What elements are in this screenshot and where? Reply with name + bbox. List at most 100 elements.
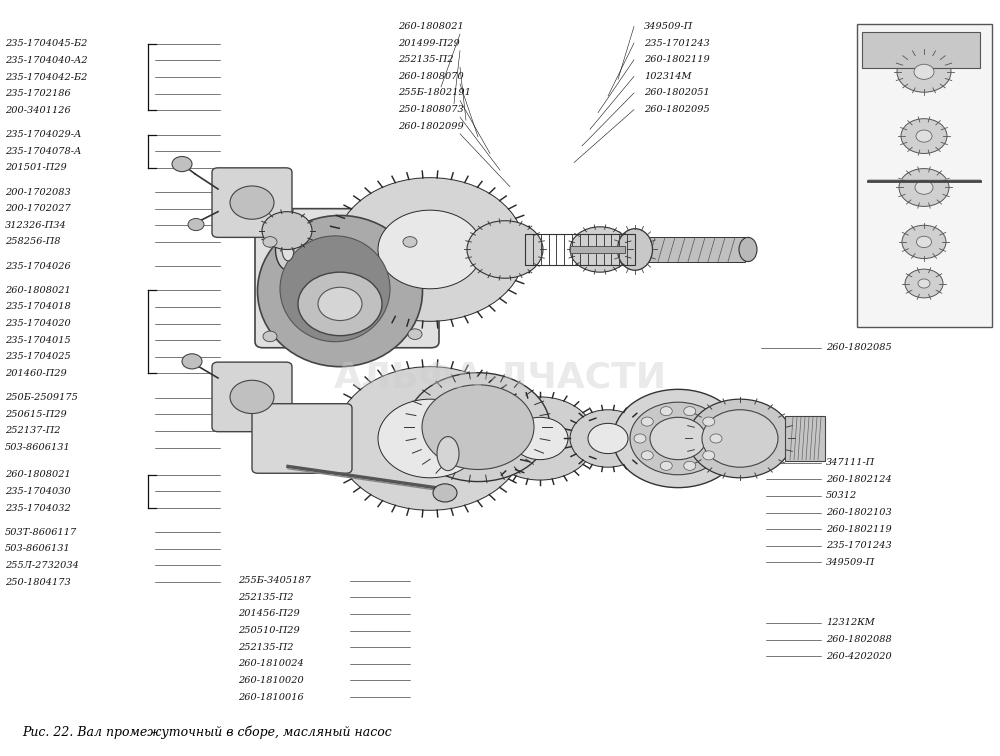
- Circle shape: [406, 373, 550, 482]
- Text: 235-1702186: 235-1702186: [5, 89, 71, 98]
- Circle shape: [660, 407, 672, 416]
- Text: 201499-П29: 201499-П29: [398, 39, 460, 48]
- Text: 252135-П2: 252135-П2: [238, 593, 294, 602]
- Circle shape: [172, 156, 192, 172]
- Circle shape: [378, 399, 482, 478]
- Ellipse shape: [258, 215, 422, 367]
- Circle shape: [916, 236, 932, 248]
- Text: АЛЬФА-ЛЧАСТИ: АЛЬФА-ЛЧАСТИ: [333, 361, 667, 395]
- FancyBboxPatch shape: [255, 209, 439, 348]
- Circle shape: [899, 169, 949, 206]
- Text: Рис. 22. Вал промежуточный в сборе, масляный насос: Рис. 22. Вал промежуточный в сборе, масл…: [22, 726, 392, 739]
- Text: 252135-П2: 252135-П2: [238, 643, 294, 652]
- Circle shape: [905, 269, 943, 298]
- Text: 201456-П29: 201456-П29: [238, 609, 300, 618]
- Text: 250-1808073: 250-1808073: [398, 105, 464, 114]
- Text: 260-1808021: 260-1808021: [5, 470, 71, 479]
- Circle shape: [433, 484, 457, 502]
- FancyBboxPatch shape: [785, 416, 825, 461]
- Circle shape: [703, 451, 715, 460]
- Text: 260-1802051: 260-1802051: [644, 88, 710, 98]
- Text: 252135-П2: 252135-П2: [398, 55, 454, 64]
- Circle shape: [298, 272, 382, 336]
- Text: 235-1704030: 235-1704030: [5, 487, 71, 496]
- Text: 260-1802088: 260-1802088: [826, 635, 892, 644]
- Circle shape: [703, 417, 715, 426]
- Text: 255Б-3405187: 255Б-3405187: [238, 576, 311, 585]
- Text: 260-1802095: 260-1802095: [644, 105, 710, 114]
- Ellipse shape: [618, 228, 652, 271]
- Circle shape: [650, 417, 706, 460]
- Text: 235-1704040-А2: 235-1704040-А2: [5, 56, 88, 65]
- FancyBboxPatch shape: [280, 428, 420, 449]
- Circle shape: [512, 417, 568, 460]
- Text: 235-1704018: 235-1704018: [5, 302, 71, 311]
- Text: 200-1702083: 200-1702083: [5, 187, 71, 197]
- FancyBboxPatch shape: [570, 246, 625, 253]
- Circle shape: [901, 119, 947, 153]
- Circle shape: [318, 287, 362, 321]
- FancyBboxPatch shape: [252, 404, 352, 473]
- Ellipse shape: [739, 237, 757, 262]
- Circle shape: [182, 354, 202, 369]
- Text: 503-8606131: 503-8606131: [5, 544, 71, 553]
- Text: 503Т-8606117: 503Т-8606117: [5, 528, 77, 537]
- Text: 235-1704078-А: 235-1704078-А: [5, 147, 81, 156]
- Circle shape: [408, 329, 422, 339]
- Circle shape: [613, 389, 743, 488]
- Circle shape: [403, 237, 417, 247]
- Circle shape: [335, 178, 525, 321]
- Text: 260-1810020: 260-1810020: [238, 676, 304, 685]
- Circle shape: [641, 417, 653, 426]
- Circle shape: [485, 397, 595, 480]
- Text: 235-1704045-Б2: 235-1704045-Б2: [5, 39, 87, 48]
- FancyBboxPatch shape: [857, 24, 992, 327]
- Circle shape: [641, 451, 653, 460]
- Circle shape: [660, 461, 672, 470]
- Ellipse shape: [282, 238, 294, 261]
- Text: 235-1704029-А: 235-1704029-А: [5, 130, 81, 139]
- Text: 235-1704042-Б2: 235-1704042-Б2: [5, 73, 87, 82]
- Ellipse shape: [280, 236, 390, 342]
- Text: 250510-П29: 250510-П29: [238, 626, 300, 635]
- Text: 260-4202020: 260-4202020: [826, 652, 892, 661]
- Circle shape: [630, 402, 726, 475]
- FancyBboxPatch shape: [212, 362, 292, 432]
- Circle shape: [570, 227, 630, 272]
- Circle shape: [188, 218, 204, 231]
- Circle shape: [335, 367, 525, 510]
- Text: 201501-П29: 201501-П29: [5, 163, 67, 172]
- Circle shape: [378, 210, 482, 289]
- FancyBboxPatch shape: [862, 32, 980, 68]
- Text: 260-1808070: 260-1808070: [398, 72, 464, 81]
- Text: 235-1701243: 235-1701243: [826, 541, 892, 550]
- Text: 255Б-1802191: 255Б-1802191: [398, 88, 471, 98]
- Circle shape: [230, 186, 274, 219]
- Text: 235-1701243: 235-1701243: [644, 39, 710, 48]
- FancyBboxPatch shape: [212, 168, 292, 237]
- Circle shape: [588, 423, 628, 454]
- Circle shape: [684, 407, 696, 416]
- Text: 258256-П8: 258256-П8: [5, 237, 60, 246]
- Text: 255Л-2732034: 255Л-2732034: [5, 561, 79, 570]
- Text: 235-1704015: 235-1704015: [5, 336, 71, 345]
- Text: 260-1808021: 260-1808021: [398, 22, 464, 31]
- Ellipse shape: [276, 228, 300, 271]
- Text: 260-1808021: 260-1808021: [5, 286, 71, 295]
- Text: 12312КМ: 12312КМ: [826, 618, 875, 627]
- Text: 250Б-2509175: 250Б-2509175: [5, 393, 78, 402]
- Text: 349509-П: 349509-П: [826, 558, 875, 567]
- Text: 250-1804173: 250-1804173: [5, 578, 71, 587]
- Text: 235-1704032: 235-1704032: [5, 503, 71, 513]
- Text: 235-1704020: 235-1704020: [5, 319, 71, 328]
- Text: 312326-П34: 312326-П34: [5, 221, 67, 230]
- Circle shape: [263, 331, 277, 342]
- Text: 260-1802099: 260-1802099: [398, 122, 464, 131]
- Text: 200-3401126: 200-3401126: [5, 106, 71, 115]
- Text: 260-1802085: 260-1802085: [826, 343, 892, 352]
- Text: 102314М: 102314М: [644, 72, 692, 81]
- Text: 503-8606131: 503-8606131: [5, 443, 71, 452]
- Circle shape: [915, 181, 933, 194]
- FancyBboxPatch shape: [415, 237, 530, 262]
- Circle shape: [230, 380, 274, 414]
